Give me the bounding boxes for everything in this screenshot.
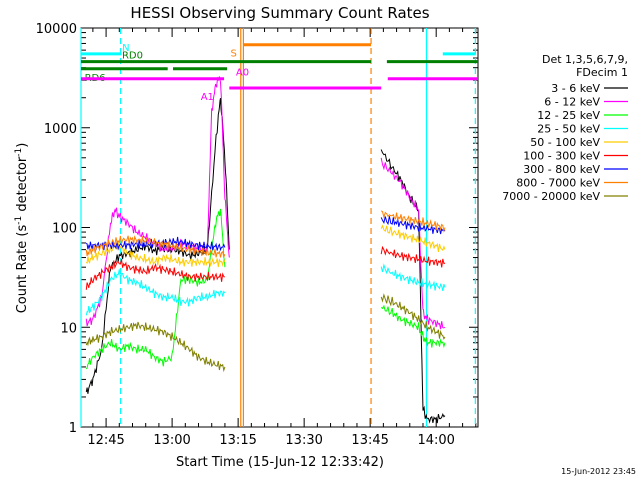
series-line — [85, 269, 226, 316]
legend-label: 800 - 7000 keV — [516, 177, 600, 190]
series-line — [380, 157, 446, 330]
legend-label: 300 - 800 keV — [523, 163, 600, 176]
flag-label: RD0 — [122, 51, 143, 62]
legend-label: 25 - 50 keV — [537, 123, 600, 136]
legend-label: 3 - 6 keV — [551, 82, 600, 95]
legend-header: FDecim 1 — [576, 66, 628, 79]
series-line — [380, 304, 446, 349]
legend-header: Det 1,3,5,6,7,9, — [542, 53, 628, 66]
flag-label: A1 — [201, 92, 214, 103]
series-line — [380, 245, 446, 268]
series-line — [85, 98, 230, 394]
flag-label: S — [231, 49, 237, 60]
y-tick-label: 10 — [60, 321, 77, 336]
y-tick-label: 10000 — [36, 22, 77, 37]
x-tick-label: 14:00 — [417, 433, 454, 448]
x-tick-label: 13:30 — [285, 433, 322, 448]
legend-label: 7000 - 20000 keV — [502, 190, 600, 203]
x-tick-label: 13:45 — [351, 433, 388, 448]
series-line — [85, 235, 226, 259]
chart-title: HESSI Observing Summary Count Rates — [130, 4, 429, 22]
series-line — [85, 258, 225, 290]
series-line — [85, 242, 226, 268]
series-line — [380, 210, 446, 233]
series-line — [85, 208, 226, 370]
y-tick-label: 1 — [69, 421, 77, 436]
footer-timestamp: 15-Jun-2012 23:45 — [561, 467, 636, 476]
x-tick-label: 13:15 — [219, 433, 256, 448]
series-line — [380, 216, 446, 235]
y-axis-label: Count Rate (s-1 detector-1) — [14, 143, 30, 314]
series-line — [380, 293, 446, 340]
legend-label: 50 - 100 keV — [530, 136, 600, 149]
legend-label: 12 - 25 keV — [537, 109, 600, 122]
series-line — [380, 224, 446, 252]
flag-label: A0 — [236, 68, 249, 79]
series-line — [85, 76, 230, 327]
legend-label: 6 - 12 keV — [544, 96, 600, 109]
y-tick-label: 1000 — [44, 122, 77, 137]
x-tick-label: 13:00 — [153, 433, 190, 448]
y-tick-label: 100 — [52, 222, 77, 237]
series-line — [380, 263, 446, 292]
plot-layer: 1 10 100 1000 10000 12:45 13:00 13:15 13:30 13:45… — [36, 22, 628, 448]
x-axis-label: Start Time (15-Jun-12 12:33:42) — [176, 455, 384, 470]
flag-label: N — [122, 43, 129, 54]
x-tick-label: 12:45 — [87, 433, 124, 448]
legend-label: 100 - 300 keV — [523, 150, 600, 163]
series-line — [85, 321, 226, 373]
